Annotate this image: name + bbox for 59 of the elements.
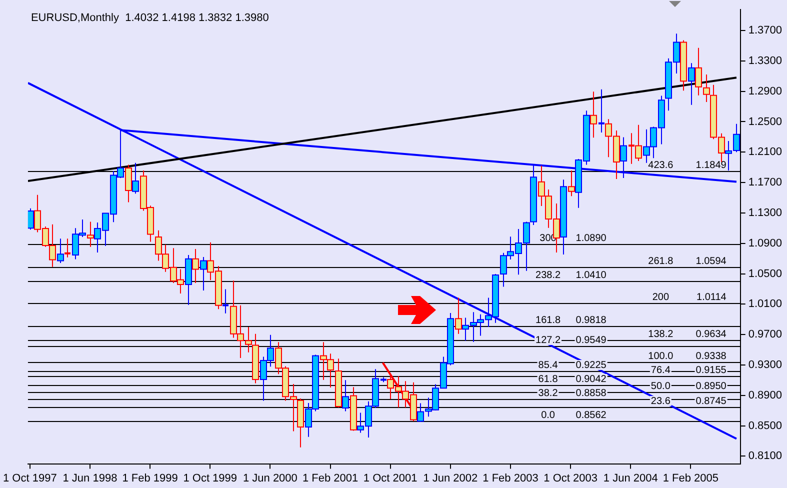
annotation: 261.8 (648, 256, 674, 267)
y-tick-label: 1.1700 (748, 176, 782, 189)
y-tick-label: 0.9300 (748, 359, 782, 372)
y-tick-label: 1.2100 (748, 146, 782, 158)
annotation: 138.2 (648, 328, 674, 340)
ref-line-label: 0.8950 (696, 380, 727, 392)
annotation: 61.8 (538, 374, 558, 385)
ref-line-label: 0.8745 (696, 396, 727, 407)
y-tick-label: 0.8900 (748, 389, 782, 402)
ref-line-label: 0.9634 (696, 328, 727, 340)
chart-title: EURUSD,Monthly 1.4032 1.4198 1.3832 1.3980 (30, 12, 269, 24)
annotation: 0.0 (541, 410, 556, 421)
annotation: 76.4 (650, 364, 671, 376)
x-tick-label: 1 Jun 2002 (423, 472, 478, 484)
ref-line-label: 0.9818 (576, 314, 607, 326)
annotation: 127.2 (536, 334, 561, 346)
ref-line-label: 0.9549 (576, 334, 607, 346)
x-tick-label: 1 Jun 2004 (603, 472, 658, 484)
x-tick-label: 1 Jun 2000 (242, 472, 298, 484)
ref-line-label: 1.1849 (696, 160, 727, 171)
annotation: 200 (652, 292, 670, 303)
annotation: 161.8 (536, 314, 561, 326)
y-tick-label: 1.0900 (748, 237, 782, 250)
annotation: 85.4 (538, 360, 558, 371)
annotation: 100.0 (648, 350, 674, 362)
x-tick-label: 1 Oct 2001 (363, 472, 418, 484)
annotation: 423.6 (648, 160, 674, 171)
y-tick-label: 1.0100 (748, 298, 782, 310)
x-tick-label: 1 Jun 1998 (62, 472, 118, 484)
y-tick-label: 1.1300 (748, 206, 782, 219)
ref-line-label: 0.9155 (696, 364, 727, 376)
y-tick-label: 1.3700 (748, 24, 782, 37)
y-tick-label: 0.8100 (748, 450, 782, 462)
ref-line-label: 0.9338 (696, 350, 727, 362)
annotation: 238.2 (536, 270, 561, 281)
ref-line-label: 0.8562 (576, 410, 607, 421)
y-tick-label: 0.9700 (748, 328, 782, 341)
ref-line-label: 1.0594 (696, 256, 727, 267)
annotation: 50.0 (650, 380, 671, 392)
annotation: 38.2 (538, 388, 558, 399)
ref-line-label: 1.0410 (576, 270, 607, 281)
x-tick-label: 1 Oct 1999 (183, 472, 238, 484)
y-tick-label: 1.2500 (748, 116, 782, 128)
y-tick-label: 1.3300 (748, 54, 782, 67)
x-tick-label: 1 Feb 2005 (662, 472, 719, 484)
ref-line-label: 0.9225 (576, 360, 607, 371)
x-tick-label: 1 Oct 2003 (544, 472, 598, 484)
annotation: 23.6 (650, 396, 671, 407)
ref-line-label: 1.0890 (576, 232, 607, 244)
ref-line-label: 1.0114 (696, 292, 727, 303)
x-tick-label: 1 Feb 2001 (302, 472, 358, 484)
y-tick-label: 1.2900 (748, 85, 782, 98)
x-tick-label: 1 Feb 1999 (122, 472, 178, 484)
y-tick-label: 1.0500 (748, 268, 782, 280)
y-tick-label: 0.8500 (748, 420, 782, 432)
ref-line-label: 0.8858 (576, 388, 607, 399)
x-tick-label: 1 Oct 1997 (2, 472, 57, 484)
ref-line-label: 0.9042 (576, 374, 607, 385)
x-tick-label: 1 Feb 2003 (482, 472, 538, 484)
